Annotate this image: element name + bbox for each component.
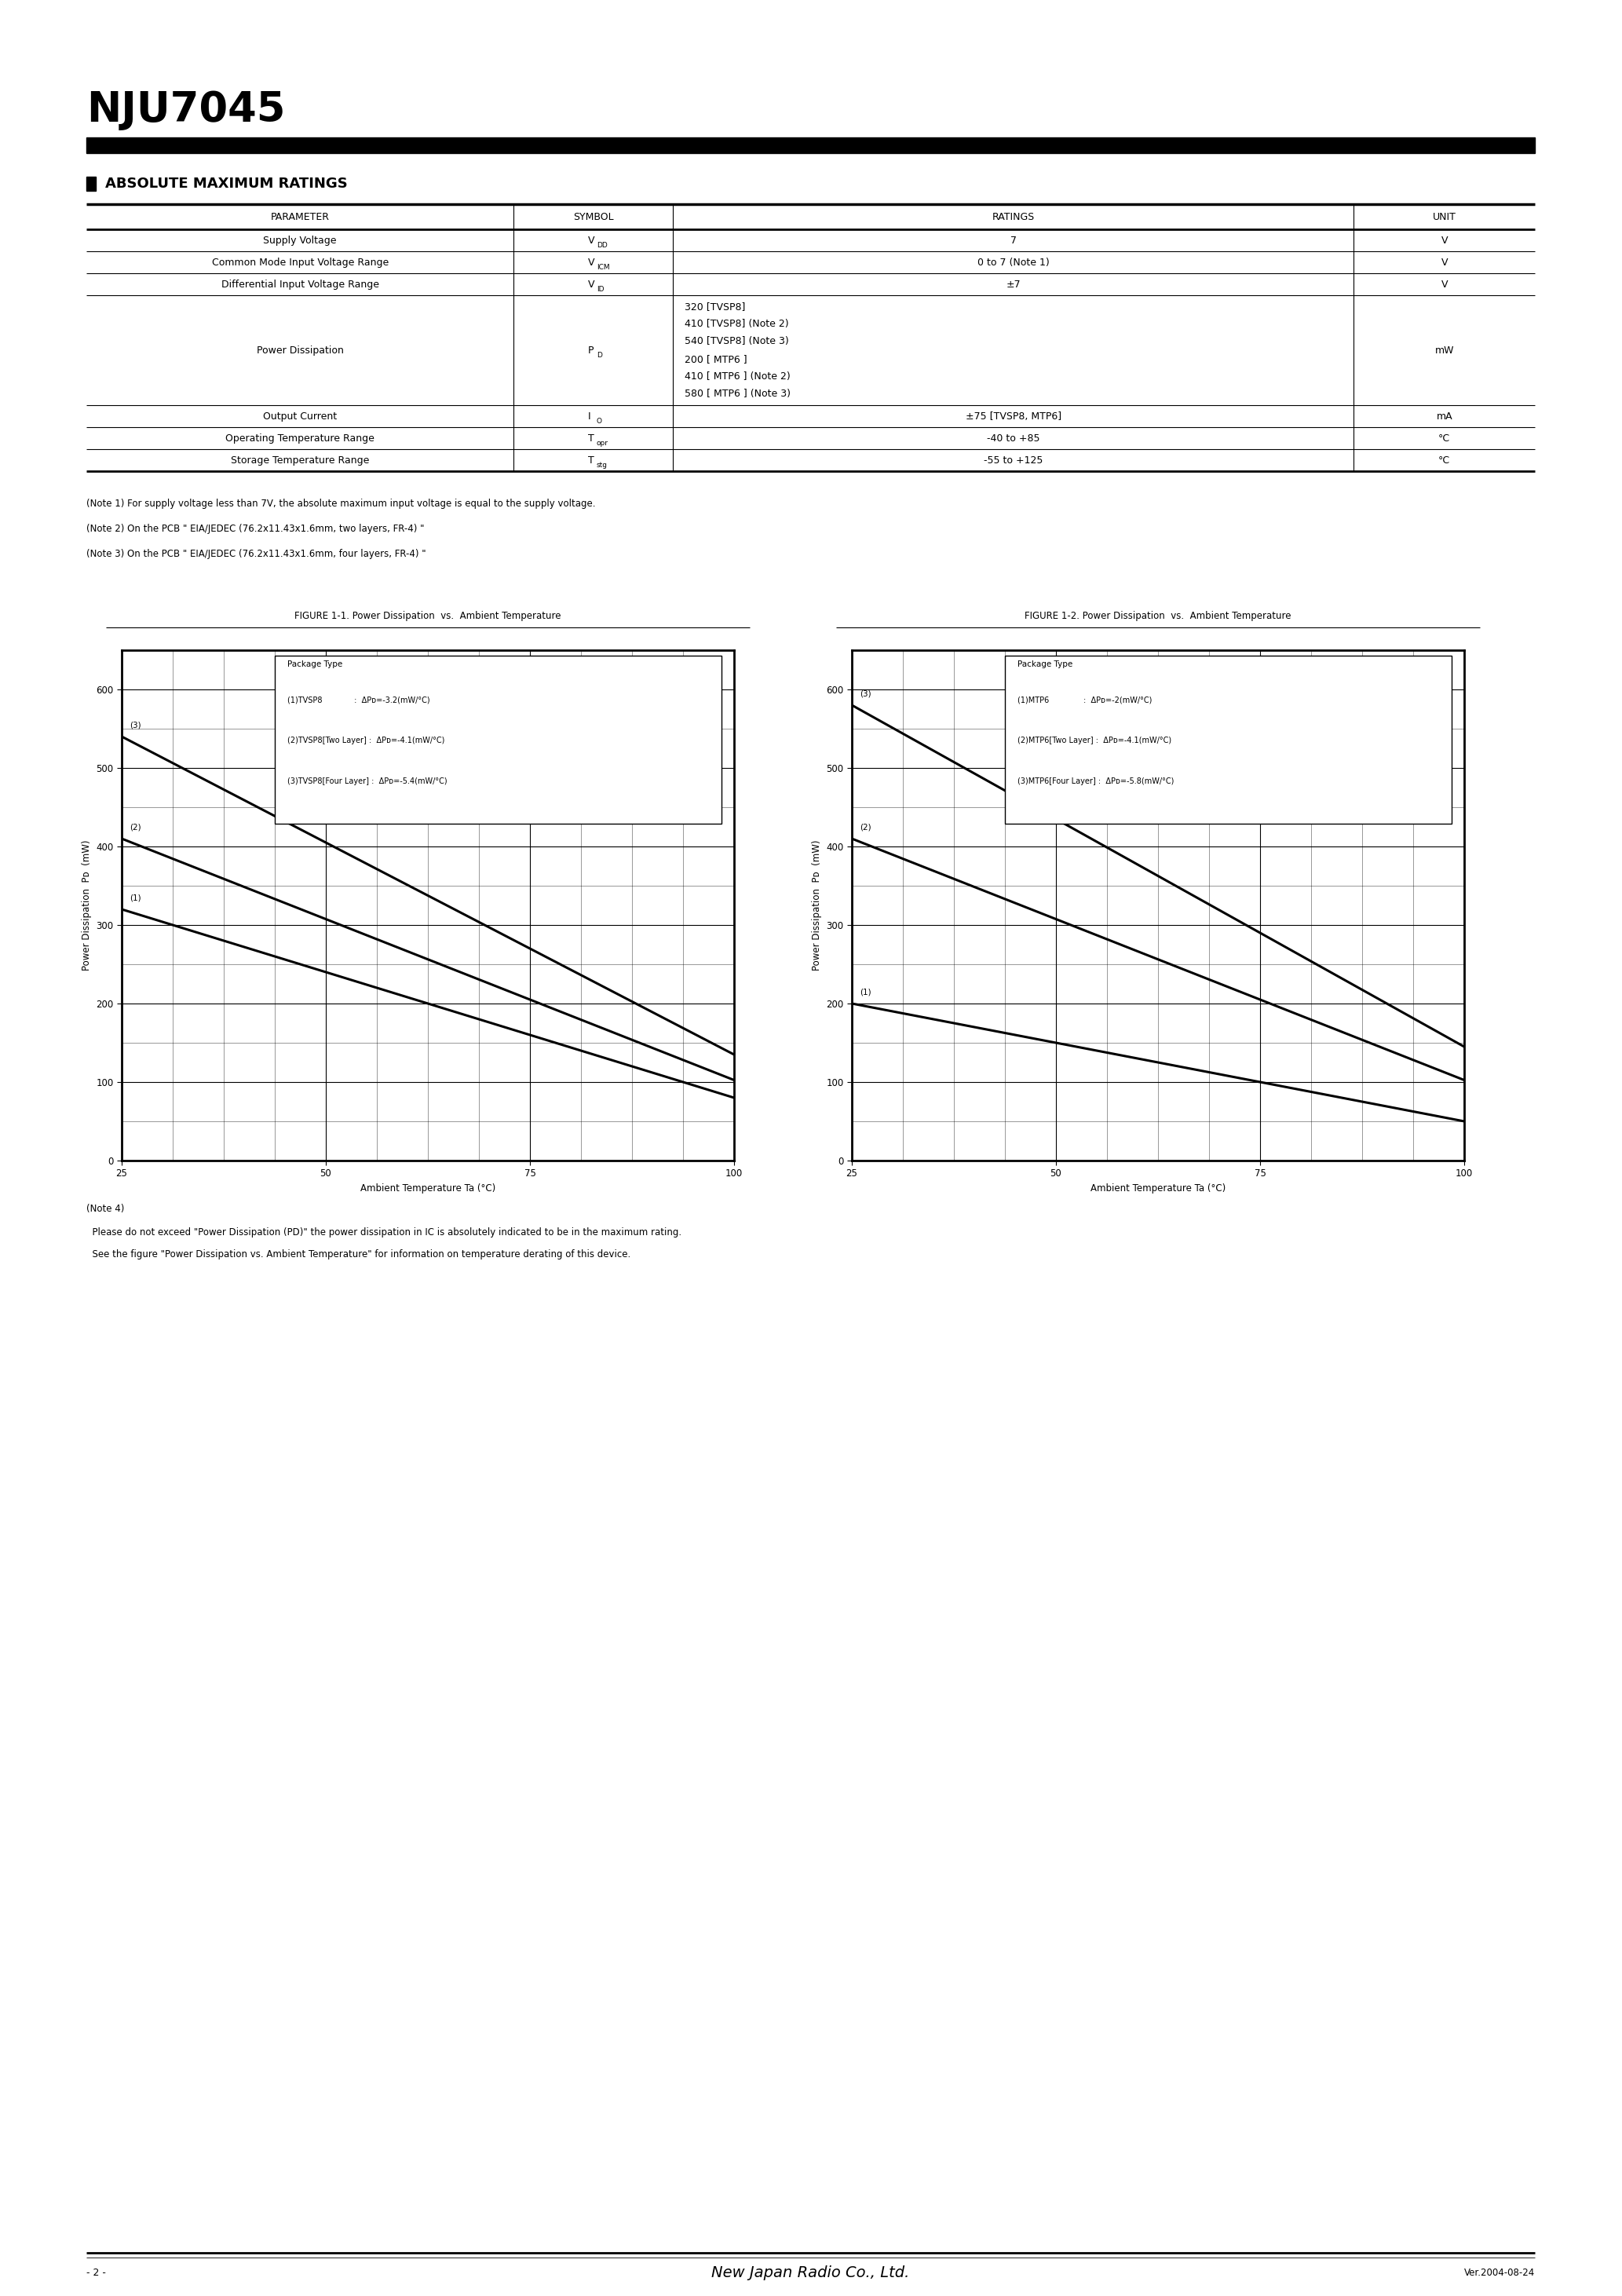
Y-axis label: Power Dissipation  Pᴅ  (mW): Power Dissipation Pᴅ (mW) xyxy=(811,840,822,971)
Text: -55 to +125: -55 to +125 xyxy=(985,455,1043,466)
Text: (Note 1) For supply voltage less than 7V, the absolute maximum input voltage is : (Note 1) For supply voltage less than 7V… xyxy=(86,498,595,510)
Text: FIGURE 1-2. Power Dissipation  vs.  Ambient Temperature: FIGURE 1-2. Power Dissipation vs. Ambien… xyxy=(1025,611,1291,622)
Text: (2): (2) xyxy=(860,822,871,831)
Text: (Note 4): (Note 4) xyxy=(86,1203,125,1215)
Text: O: O xyxy=(597,418,602,425)
Text: New Japan Radio Co., Ltd.: New Japan Radio Co., Ltd. xyxy=(712,2264,910,2280)
Text: V: V xyxy=(587,257,595,266)
Text: RATINGS: RATINGS xyxy=(993,211,1035,223)
Text: Ver.2004-08-24: Ver.2004-08-24 xyxy=(1465,2268,1534,2278)
Text: PARAMETER: PARAMETER xyxy=(271,211,329,223)
Text: D: D xyxy=(597,351,602,358)
Text: V: V xyxy=(1440,234,1448,246)
Text: Output Current: Output Current xyxy=(263,411,337,420)
Text: 580 [ MTP6 ] (Note 3): 580 [ MTP6 ] (Note 3) xyxy=(684,388,792,400)
Text: Please do not exceed "Power Dissipation (PD)" the power dissipation in IC is abs: Please do not exceed "Power Dissipation … xyxy=(86,1228,681,1238)
Text: (2): (2) xyxy=(130,822,141,831)
Text: Package Type: Package Type xyxy=(1017,661,1072,668)
Text: (Note 2) On the PCB " EIA/JEDEC (76.2x11.43x1.6mm, two layers, FR-4) ": (Note 2) On the PCB " EIA/JEDEC (76.2x11… xyxy=(86,523,425,535)
Text: V: V xyxy=(587,280,595,289)
Text: (Note 3) On the PCB " EIA/JEDEC (76.2x11.43x1.6mm, four layers, FR-4) ": (Note 3) On the PCB " EIA/JEDEC (76.2x11… xyxy=(86,549,427,560)
Text: ±75 [TVSP8, MTP6]: ±75 [TVSP8, MTP6] xyxy=(965,411,1061,420)
Text: Differential Input Voltage Range: Differential Input Voltage Range xyxy=(221,280,380,289)
Text: FIGURE 1-1. Power Dissipation  vs.  Ambient Temperature: FIGURE 1-1. Power Dissipation vs. Ambien… xyxy=(295,611,561,622)
Text: (1)TVSP8             :  ΔPᴅ=-3.2(mW/°C): (1)TVSP8 : ΔPᴅ=-3.2(mW/°C) xyxy=(287,696,430,705)
X-axis label: Ambient Temperature Ta (°C): Ambient Temperature Ta (°C) xyxy=(1090,1182,1226,1194)
Bar xyxy=(86,177,96,191)
Text: (3): (3) xyxy=(130,721,141,728)
Text: ±7: ±7 xyxy=(1006,280,1020,289)
Text: - 2 -: - 2 - xyxy=(86,2268,105,2278)
FancyBboxPatch shape xyxy=(274,654,722,824)
Text: T: T xyxy=(587,455,594,466)
Text: Operating Temperature Range: Operating Temperature Range xyxy=(225,434,375,443)
Text: ICM: ICM xyxy=(597,264,610,271)
Text: Power Dissipation: Power Dissipation xyxy=(256,344,344,356)
FancyBboxPatch shape xyxy=(1006,654,1452,824)
Text: See the figure "Power Dissipation vs. Ambient Temperature" for information on te: See the figure "Power Dissipation vs. Am… xyxy=(86,1249,631,1261)
Text: Supply Voltage: Supply Voltage xyxy=(263,234,337,246)
Text: (2)MTP6[Two Layer] :  ΔPᴅ=-4.1(mW/°C): (2)MTP6[Two Layer] : ΔPᴅ=-4.1(mW/°C) xyxy=(1017,737,1171,744)
Text: 540 [TVSP8] (Note 3): 540 [TVSP8] (Note 3) xyxy=(684,338,788,347)
Y-axis label: Power Dissipation  Pᴅ  (mW): Power Dissipation Pᴅ (mW) xyxy=(81,840,92,971)
Text: NJU7045: NJU7045 xyxy=(86,90,285,131)
Text: °C: °C xyxy=(1439,434,1450,443)
Text: (3): (3) xyxy=(860,689,871,698)
Text: mA: mA xyxy=(1435,411,1452,420)
Text: UNIT: UNIT xyxy=(1432,211,1457,223)
Text: V: V xyxy=(1440,257,1448,266)
Text: (3)TVSP8[Four Layer] :  ΔPᴅ=-5.4(mW/°C): (3)TVSP8[Four Layer] : ΔPᴅ=-5.4(mW/°C) xyxy=(287,778,448,785)
Text: stg: stg xyxy=(597,461,608,468)
Text: V: V xyxy=(587,234,595,246)
Text: 0 to 7 (Note 1): 0 to 7 (Note 1) xyxy=(978,257,1049,266)
Text: DD: DD xyxy=(597,241,607,248)
Text: 320 [TVSP8]: 320 [TVSP8] xyxy=(684,301,746,312)
Bar xyxy=(86,138,1534,154)
Text: Storage Temperature Range: Storage Temperature Range xyxy=(230,455,370,466)
Text: Common Mode Input Voltage Range: Common Mode Input Voltage Range xyxy=(211,257,388,266)
Text: mW: mW xyxy=(1435,344,1453,356)
Text: SYMBOL: SYMBOL xyxy=(573,211,613,223)
Text: °C: °C xyxy=(1439,455,1450,466)
Text: 200 [ MTP6 ]: 200 [ MTP6 ] xyxy=(684,354,748,365)
Text: Package Type: Package Type xyxy=(287,661,342,668)
X-axis label: Ambient Temperature Ta (°C): Ambient Temperature Ta (°C) xyxy=(360,1182,495,1194)
Text: -40 to +85: -40 to +85 xyxy=(986,434,1040,443)
Text: 410 [ MTP6 ] (Note 2): 410 [ MTP6 ] (Note 2) xyxy=(684,372,790,381)
Text: 410 [TVSP8] (Note 2): 410 [TVSP8] (Note 2) xyxy=(684,319,788,328)
Text: opr: opr xyxy=(597,439,608,445)
Text: T: T xyxy=(587,434,594,443)
Text: (1): (1) xyxy=(860,987,871,996)
Text: P: P xyxy=(587,344,594,356)
Text: 7: 7 xyxy=(1011,234,1017,246)
Text: ID: ID xyxy=(597,285,603,292)
Text: (2)TVSP8[Two Layer] :  ΔPᴅ=-4.1(mW/°C): (2)TVSP8[Two Layer] : ΔPᴅ=-4.1(mW/°C) xyxy=(287,737,444,744)
Text: (1): (1) xyxy=(130,893,141,902)
Text: ABSOLUTE MAXIMUM RATINGS: ABSOLUTE MAXIMUM RATINGS xyxy=(105,177,347,191)
Text: V: V xyxy=(1440,280,1448,289)
Text: (3)MTP6[Four Layer] :  ΔPᴅ=-5.8(mW/°C): (3)MTP6[Four Layer] : ΔPᴅ=-5.8(mW/°C) xyxy=(1017,778,1174,785)
Text: (1)MTP6              :  ΔPᴅ=-2(mW/°C): (1)MTP6 : ΔPᴅ=-2(mW/°C) xyxy=(1017,696,1152,705)
Text: I: I xyxy=(587,411,590,420)
